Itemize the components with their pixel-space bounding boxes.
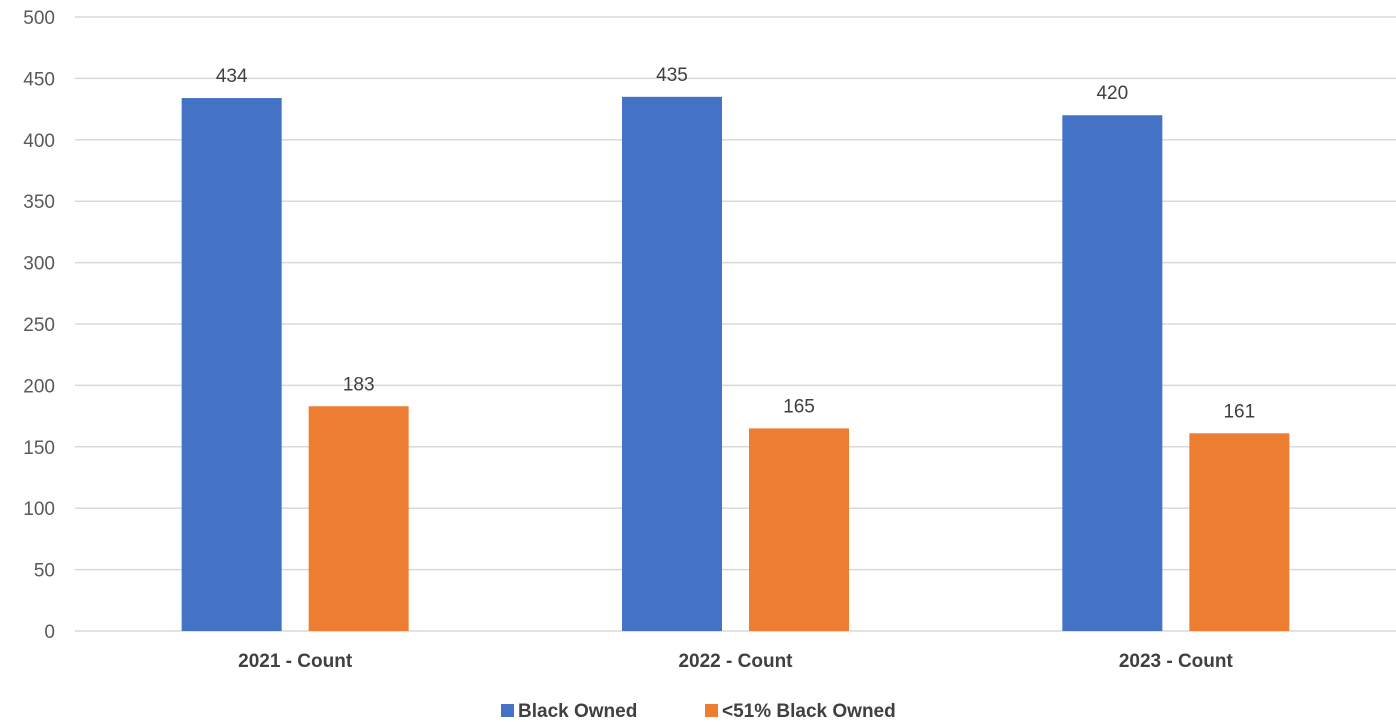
x-category-label: 2021 - Count [238, 651, 353, 672]
data-label: 434 [216, 66, 248, 87]
y-tick-label: 100 [23, 499, 55, 520]
bars [181, 96, 1290, 632]
legend: Black Owned <51% Black Owned [501, 701, 896, 722]
gridlines [75, 16, 1396, 632]
bar-black-owned [1062, 115, 1163, 632]
y-tick-label: 0 [44, 622, 55, 643]
x-category-label: 2023 - Count [1119, 651, 1234, 672]
data-label: 420 [1096, 83, 1128, 104]
y-tick-label: 50 [34, 561, 55, 582]
y-tick-label: 150 [23, 438, 55, 459]
legend-label: Black Owned [518, 701, 637, 722]
y-axis-ticks: 0 50 100 150 200 250 300 350 400 450 500 [23, 8, 55, 643]
y-tick-label: 350 [23, 192, 55, 213]
bar-under-51-black-owned [308, 406, 409, 631]
bar-under-51-black-owned [1189, 433, 1290, 631]
data-label: 165 [783, 396, 815, 417]
legend-swatch [501, 704, 514, 717]
x-axis-categories: 2021 - Count 2022 - Count 2023 - Count [238, 651, 1233, 672]
data-label: 161 [1223, 401, 1255, 422]
bar-black-owned [622, 96, 722, 631]
y-tick-label: 450 [23, 69, 55, 90]
data-labels: 434 183 435 165 420 161 [216, 65, 1255, 422]
data-label: 435 [656, 65, 688, 86]
y-tick-label: 200 [23, 376, 55, 397]
bar-under-51-black-owned [749, 428, 849, 631]
x-category-label: 2022 - Count [678, 651, 793, 672]
legend-swatch [705, 704, 718, 717]
bar-black-owned [181, 98, 282, 632]
y-tick-label: 500 [23, 8, 55, 29]
data-label: 183 [343, 374, 375, 395]
y-tick-label: 400 [23, 131, 55, 152]
y-tick-label: 250 [23, 315, 55, 336]
legend-label: <51% Black Owned [722, 701, 896, 722]
y-tick-label: 300 [23, 254, 55, 275]
